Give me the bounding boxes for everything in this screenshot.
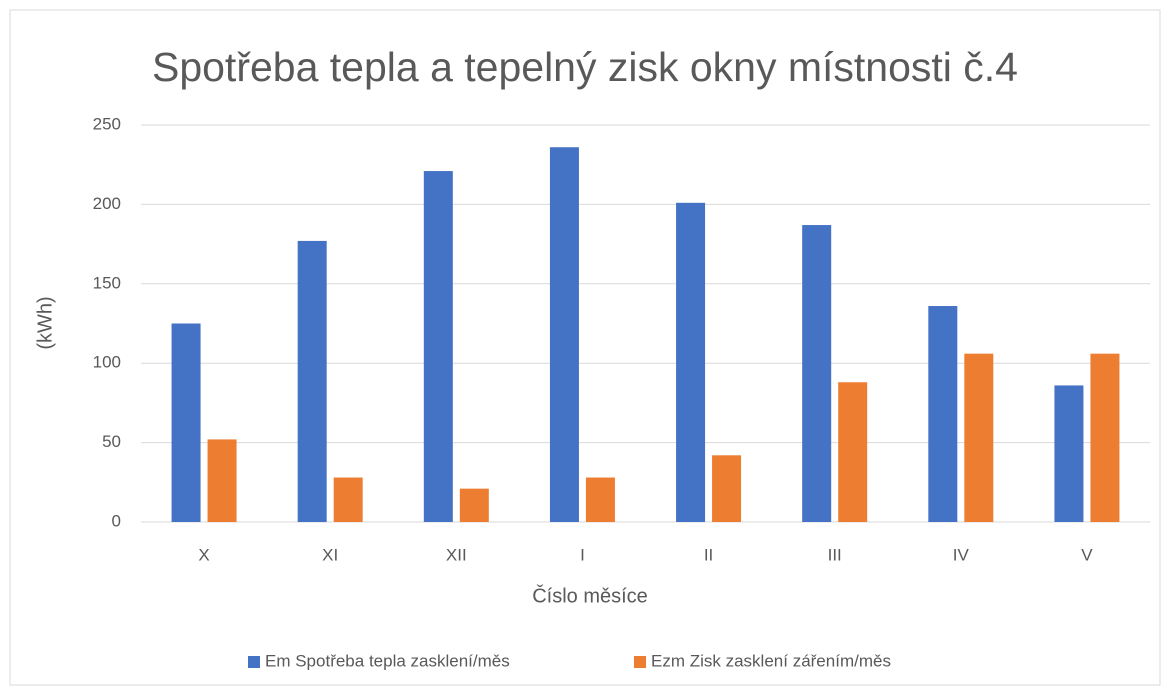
- y-tick-label: 250: [93, 114, 121, 133]
- y-tick-label: 150: [93, 273, 121, 292]
- x-tick-label: V: [1081, 545, 1093, 564]
- x-tick-label: II: [704, 545, 713, 564]
- legend-swatch: [634, 656, 646, 668]
- legend-swatch: [248, 656, 260, 668]
- x-tick-label: III: [828, 545, 842, 564]
- chart-frame: [9, 9, 1161, 686]
- bar: [549, 147, 579, 522]
- y-tick-label: 0: [112, 511, 121, 530]
- legend-label: Em Spotřeba tepla zasklení/měs: [265, 651, 510, 670]
- y-tick-label: 50: [102, 432, 121, 451]
- bar: [171, 323, 201, 522]
- legend-label: Ezm Zisk zasklení zářením/měs: [651, 651, 891, 670]
- bar: [928, 306, 958, 522]
- bar: [838, 382, 868, 522]
- y-tick-label: 100: [93, 353, 121, 372]
- y-axis-label: (kWh): [34, 296, 56, 349]
- x-tick-label: X: [198, 545, 209, 564]
- bar: [712, 455, 742, 522]
- bar: [207, 439, 237, 522]
- bar: [676, 202, 706, 522]
- y-tick-label: 200: [93, 194, 121, 213]
- x-axis-label: Číslo měsíce: [532, 584, 648, 607]
- bar: [459, 488, 489, 522]
- bar: [964, 353, 994, 522]
- x-tick-label: XII: [446, 545, 467, 564]
- bar: [333, 477, 363, 522]
- x-tick-label: XI: [322, 545, 338, 564]
- bar: [297, 240, 327, 522]
- bar: [585, 477, 615, 522]
- bar: [423, 171, 453, 522]
- x-tick-label: I: [580, 545, 585, 564]
- bar: [1090, 353, 1120, 522]
- chart-title: Spotřeba tepla a tepelný zisk okny místn…: [152, 44, 1018, 90]
- bar: [1054, 385, 1084, 522]
- x-tick-label: IV: [953, 545, 970, 564]
- bar: [802, 225, 832, 522]
